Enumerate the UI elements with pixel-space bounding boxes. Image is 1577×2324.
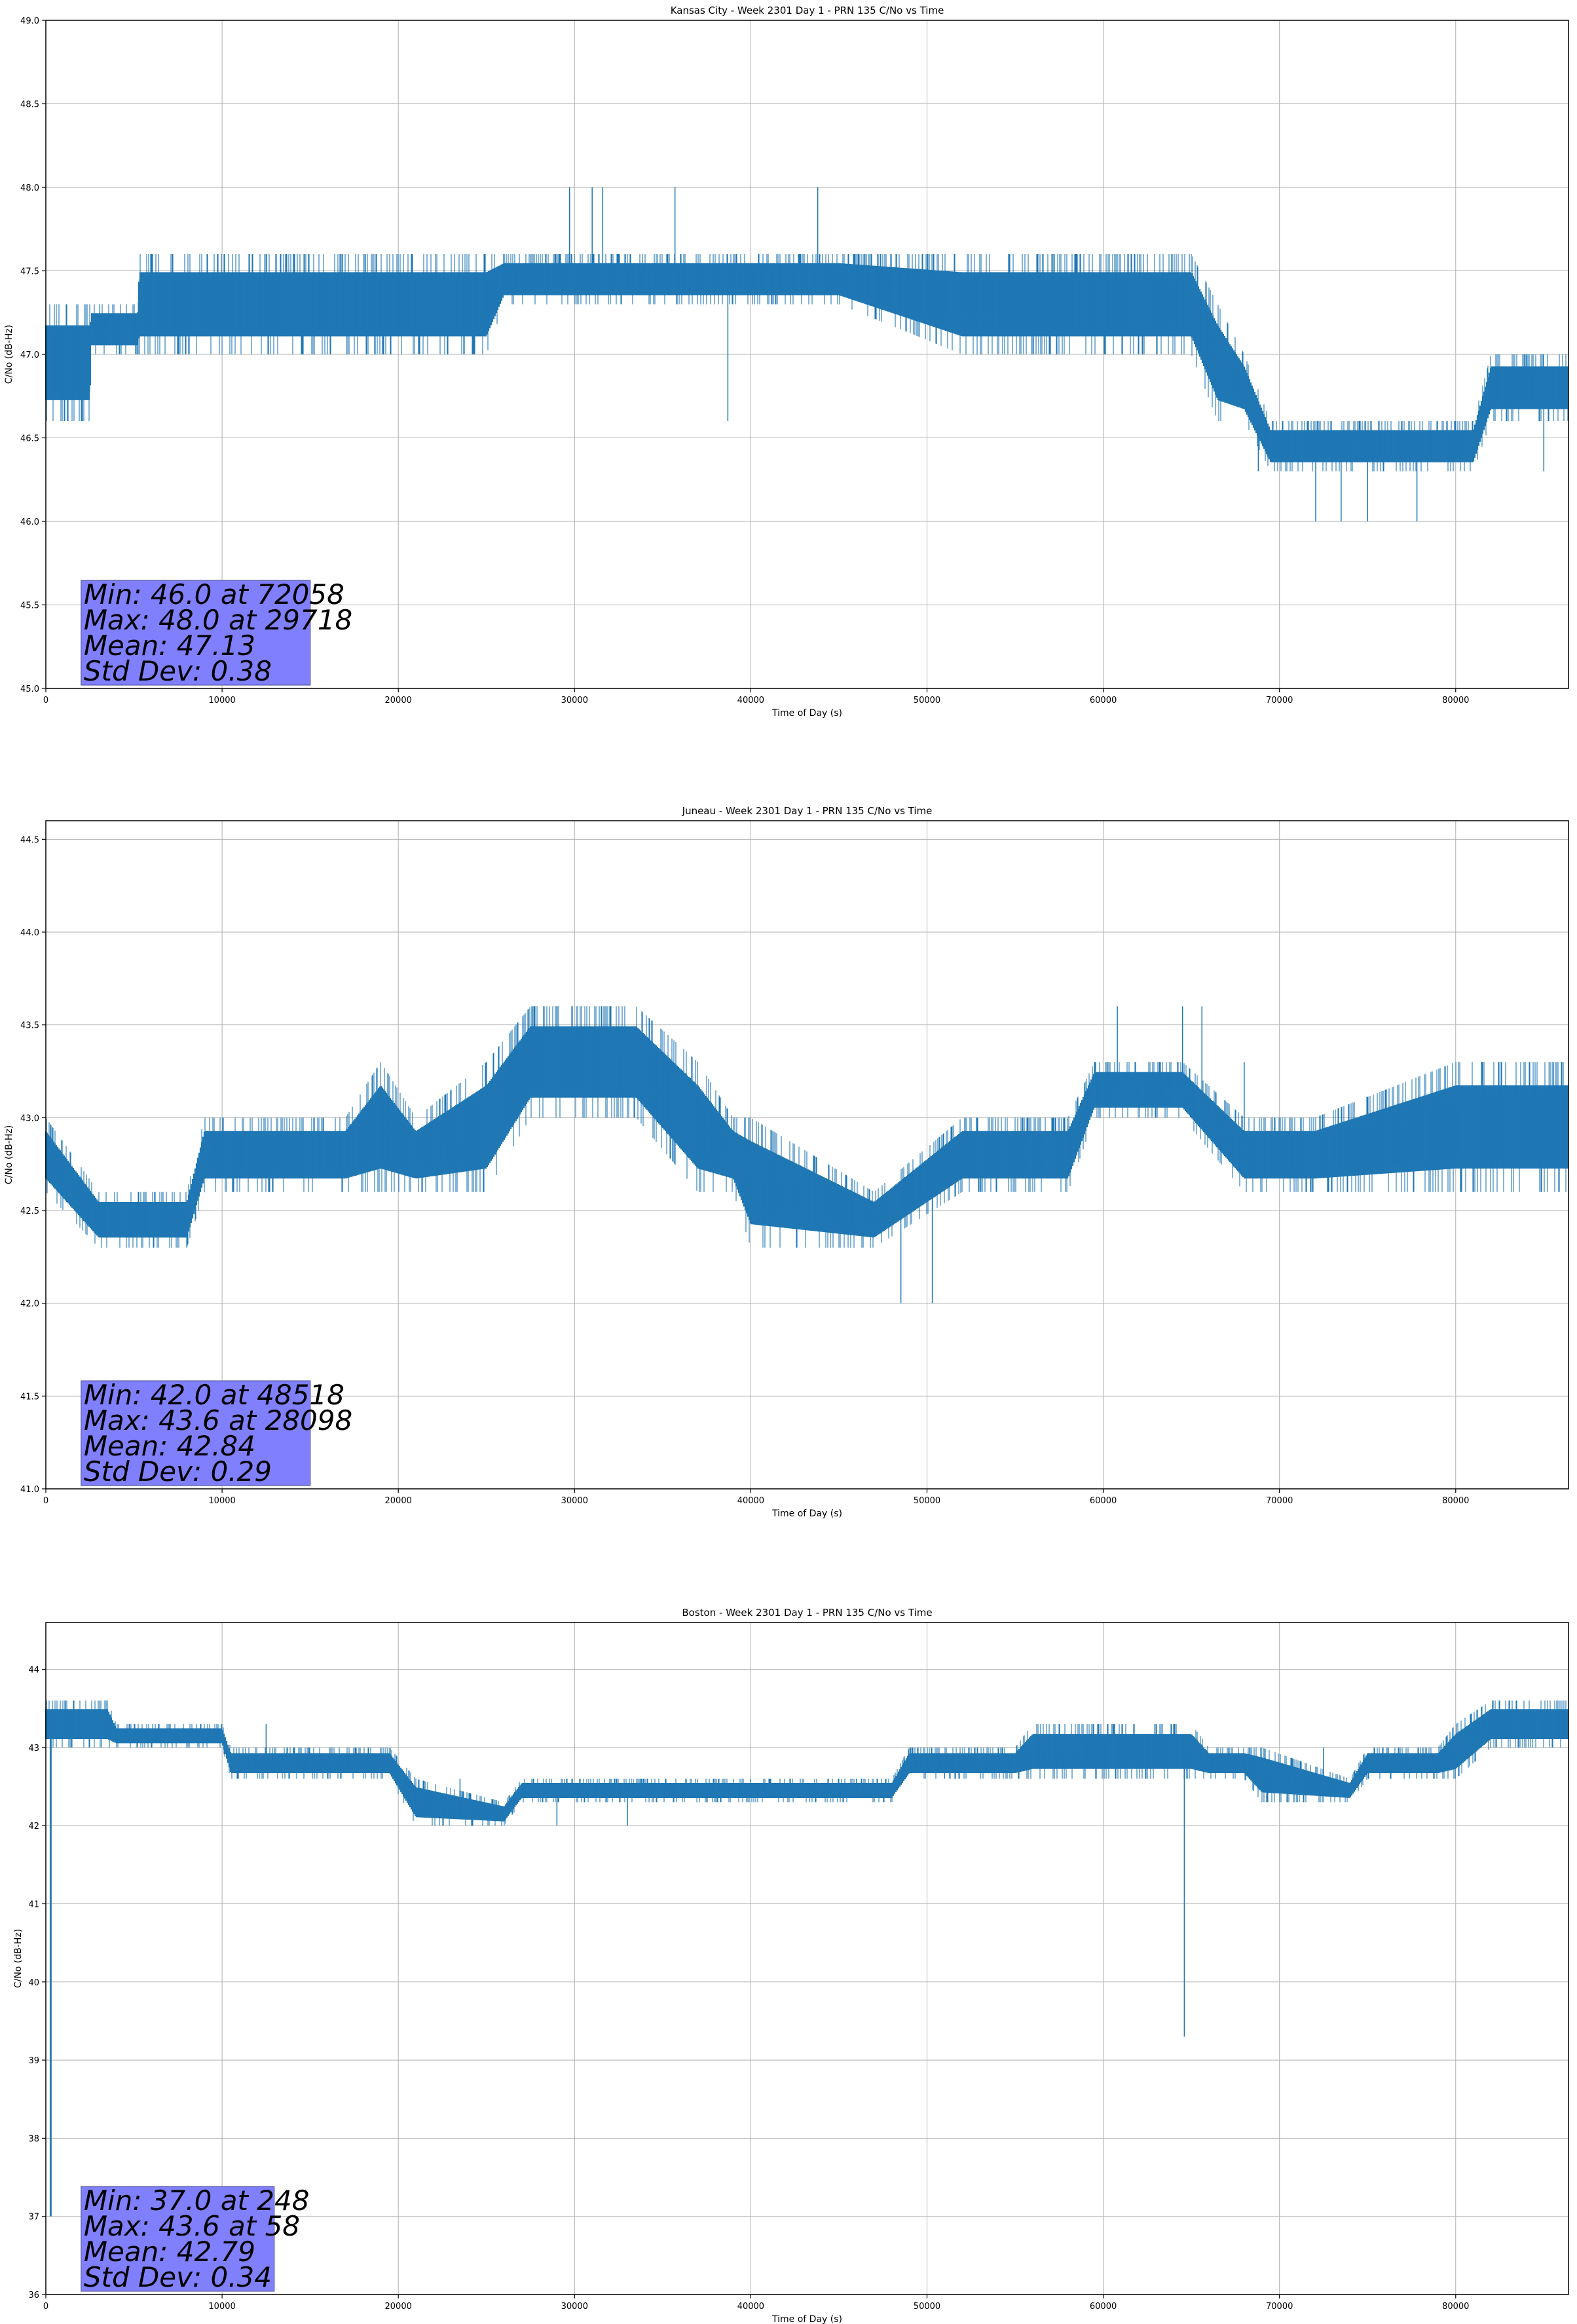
y-tick-label: 37 <box>28 2213 39 2222</box>
y-axis-label: C/No (dB-Hz) <box>4 1125 14 1184</box>
x-tick-label: 50000 <box>914 2302 940 2312</box>
stats-line: Mean: 42.84 <box>84 1430 255 1462</box>
x-tick-label: 30000 <box>561 696 588 705</box>
x-tick-label: 10000 <box>208 696 235 705</box>
axes-frame <box>45 20 1569 689</box>
x-tick-label: 50000 <box>914 696 940 705</box>
y-tick-label: 46.5 <box>20 434 39 444</box>
stats-line: Max: 48.0 at 29718 <box>84 604 352 636</box>
chart-title: Kansas City - Week 2301 Day 1 - PRN 135 … <box>671 5 944 16</box>
x-tick-label: 30000 <box>561 1496 588 1506</box>
x-tick-label: 20000 <box>385 1496 412 1506</box>
x-tick-label: 60000 <box>1090 696 1117 705</box>
x-tick-label: 30000 <box>561 2302 588 2312</box>
y-tick-label: 41 <box>28 1900 39 1909</box>
cno-band-jitter <box>46 254 1568 472</box>
x-tick-label: 80000 <box>1442 1496 1469 1506</box>
x-tick-label: 50000 <box>914 1496 940 1506</box>
y-tick-label: 44.5 <box>20 835 39 845</box>
x-tick-label: 70000 <box>1266 696 1293 705</box>
x-axis-label: Time of Day (s) <box>771 1509 842 1519</box>
x-tick-label: 60000 <box>1090 2302 1117 2312</box>
y-axis-label: C/No (dB-Hz) <box>13 1929 24 1988</box>
stats-line: Max: 43.6 at 28098 <box>84 1404 352 1436</box>
y-axis-label: C/No (dB-Hz) <box>4 325 14 384</box>
stats-line: Std Dev: 0.34 <box>84 2261 272 2293</box>
stats-line: Std Dev: 0.38 <box>84 655 272 687</box>
y-tick-label: 45.0 <box>20 684 39 694</box>
y-tick-label: 48.0 <box>20 183 39 193</box>
stats-line: Min: 46.0 at 72058 <box>84 578 344 610</box>
stats-box <box>81 1380 311 1486</box>
y-tick-label: 38 <box>28 2134 39 2144</box>
x-axis-label: Time of Day (s) <box>771 2314 842 2324</box>
y-tick-label: 48.5 <box>20 100 39 110</box>
x-tick-label: 70000 <box>1266 1496 1293 1506</box>
stats-line: Mean: 47.13 <box>84 629 255 662</box>
stats-line: Mean: 42.79 <box>84 2236 255 2268</box>
y-tick-label: 39 <box>28 2056 39 2066</box>
y-tick-label: 44.0 <box>20 928 39 938</box>
x-tick-label: 40000 <box>737 1496 764 1506</box>
y-tick-label: 41.5 <box>20 1392 39 1402</box>
plot-area <box>46 1622 1568 2295</box>
y-tick-label: 45.5 <box>20 601 39 611</box>
axes-frame <box>45 820 1569 1490</box>
y-tick-label: 42.0 <box>20 1300 39 1309</box>
chart-title: Boston - Week 2301 Day 1 - PRN 135 C/No … <box>682 1607 932 1619</box>
y-tick-label: 43 <box>28 1744 39 1753</box>
x-tick-label: 0 <box>43 2302 48 2312</box>
x-tick-label: 20000 <box>385 696 412 705</box>
y-tick-label: 46.0 <box>20 517 39 527</box>
x-tick-label: 0 <box>43 696 48 705</box>
x-tick-label: 40000 <box>737 2302 764 2312</box>
stats-line: Min: 37.0 at 248 <box>84 2184 310 2217</box>
x-tick-label: 60000 <box>1090 1496 1117 1506</box>
chart-title: Juneau - Week 2301 Day 1 - PRN 135 C/No … <box>682 805 933 817</box>
chart-panel-1: 0 10000 20000 30000 40000 50000 60000 70000 8000… <box>4 5 1569 719</box>
x-tick-label: 0 <box>43 1496 48 1506</box>
chart-panel-2: 0 10000 20000 30000 40000 50000 60000 70000 8000… <box>4 805 1569 1519</box>
x-tick-label: 80000 <box>1442 2302 1469 2312</box>
y-tick-label: 49.0 <box>20 16 39 26</box>
stats-box <box>81 580 311 686</box>
y-tick-label: 43.0 <box>20 1114 39 1123</box>
cno-series <box>45 1700 1569 2217</box>
y-tick-label: 47.5 <box>20 267 39 277</box>
x-tick-label: 70000 <box>1266 2302 1293 2312</box>
y-tick-label: 36 <box>28 2291 39 2300</box>
stats-line: Std Dev: 0.29 <box>84 1455 272 1488</box>
cno-band-jitter <box>46 1006 1567 1248</box>
stats-box <box>81 2186 275 2292</box>
y-tick-label: 40 <box>28 1978 39 1988</box>
chart-panel-3: 0 10000 20000 30000 40000 50000 60000 70000 8000… <box>13 1607 1569 2324</box>
stats-line: Max: 43.6 at 58 <box>84 2210 300 2242</box>
y-tick-label: 44 <box>28 1666 39 1676</box>
y-tick-label: 41.0 <box>20 1485 39 1495</box>
x-tick-label: 80000 <box>1442 696 1469 705</box>
x-tick-label: 10000 <box>208 2302 235 2312</box>
axes-frame <box>45 1622 1569 2295</box>
x-axis-label: Time of Day (s) <box>771 708 842 719</box>
x-tick-label: 40000 <box>737 696 764 705</box>
y-tick-label: 47.0 <box>20 350 39 360</box>
x-tick-label: 10000 <box>208 1496 235 1506</box>
y-tick-label: 42.5 <box>20 1207 39 1216</box>
y-tick-label: 42 <box>28 1822 39 1831</box>
stats-line: Min: 42.0 at 48518 <box>84 1379 344 1411</box>
x-tick-label: 20000 <box>385 2302 412 2312</box>
y-tick-label: 43.5 <box>20 1021 39 1031</box>
